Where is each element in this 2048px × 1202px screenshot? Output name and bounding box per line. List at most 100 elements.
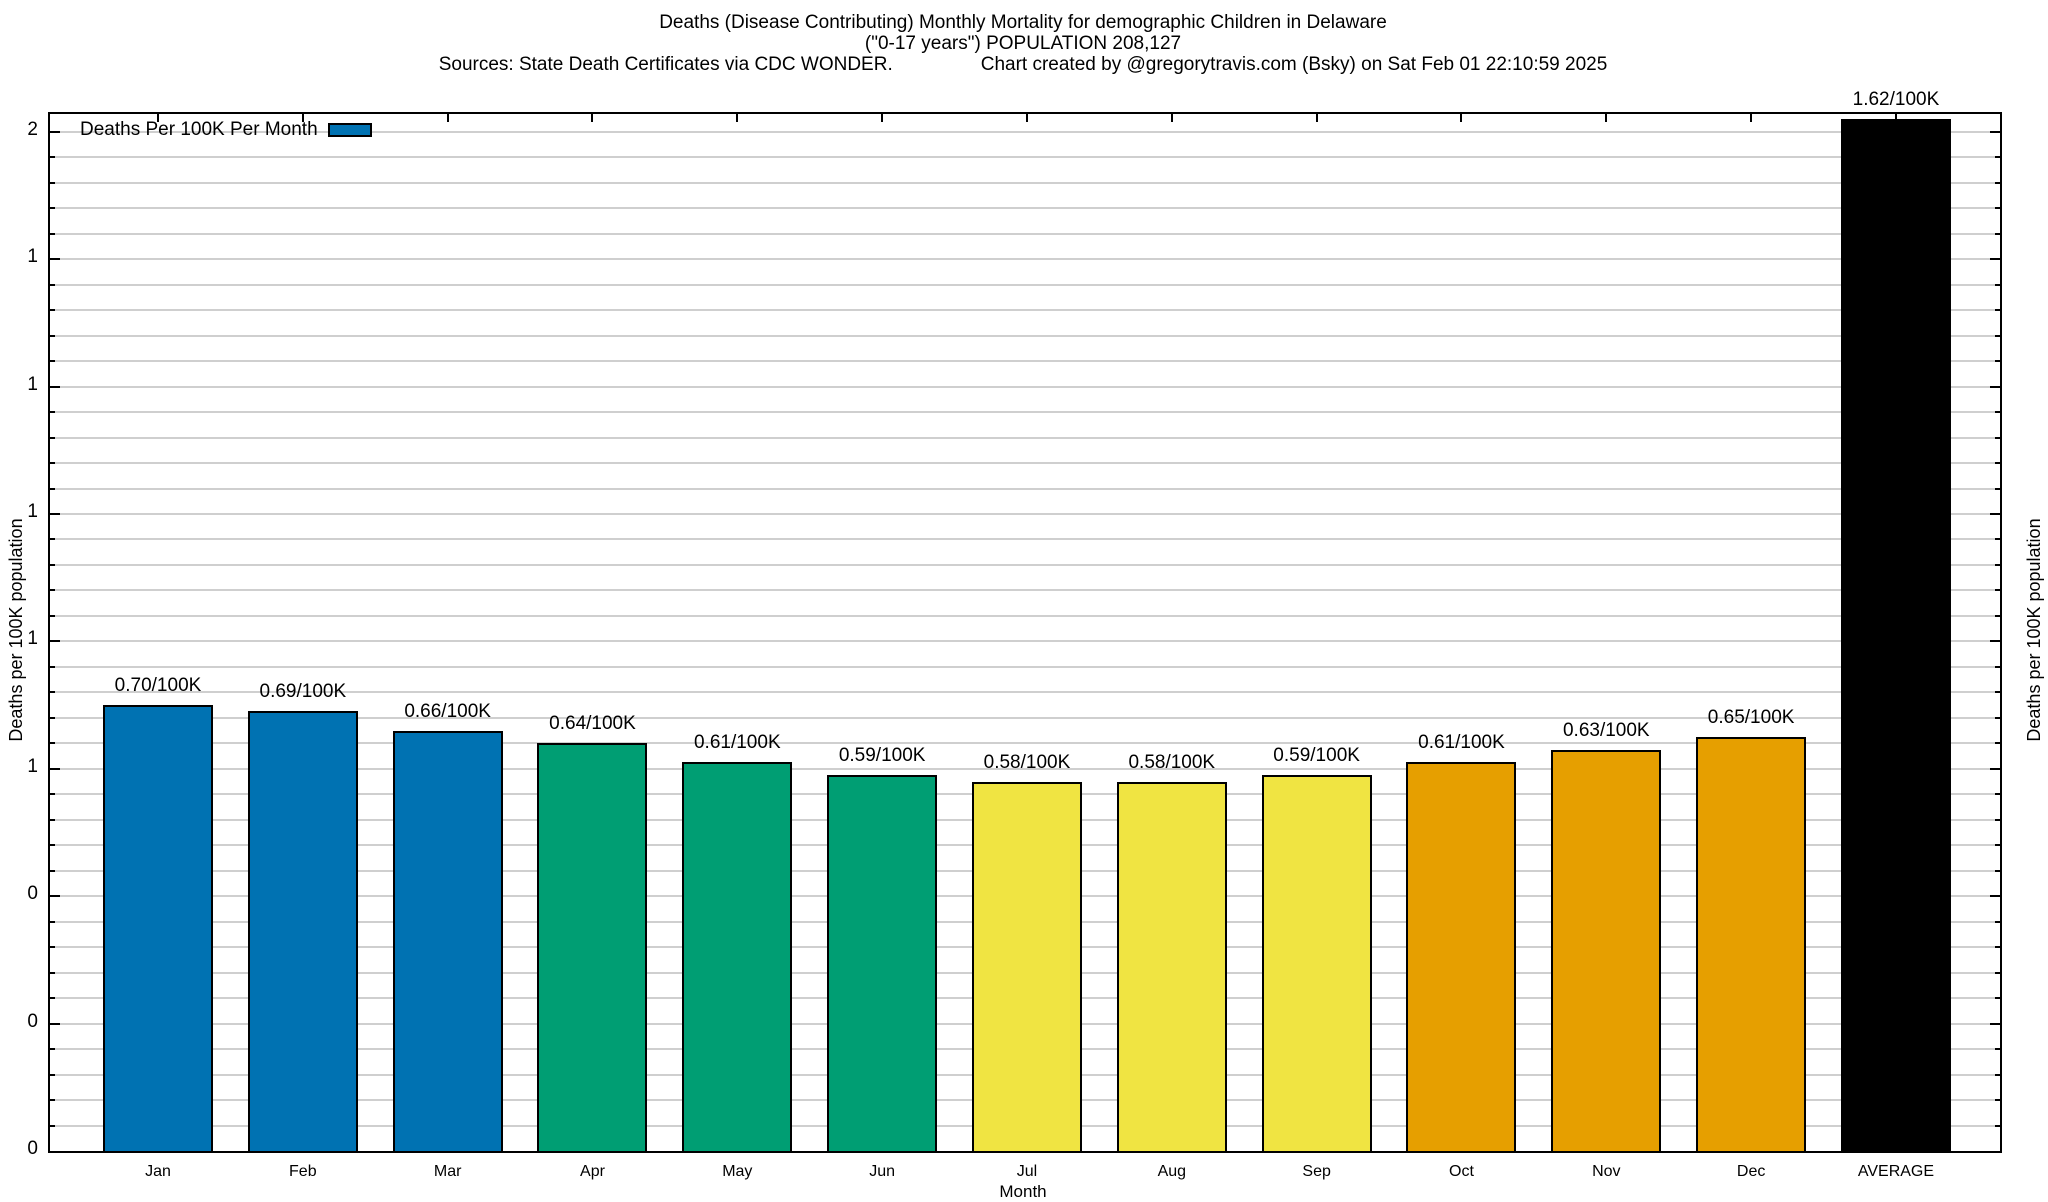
- bar-nov: [1551, 750, 1661, 1151]
- y-axis-tick-left: [50, 334, 55, 337]
- gridline: [50, 411, 2000, 414]
- bar-value-label: 0.69/100K: [259, 681, 347, 702]
- y-axis-tick-left: [50, 971, 55, 974]
- y-axis-tick-left: [50, 869, 55, 872]
- y-axis-tick-left: [50, 946, 55, 949]
- y-axis-tick-right: [1995, 665, 2000, 668]
- y-axis-tick-right: [1995, 334, 2000, 337]
- x-tick-label-feb: Feb: [289, 1163, 317, 1180]
- gridline: [50, 130, 2000, 133]
- y-axis-tick-right: [1995, 411, 2000, 414]
- bar-value-label: 0.59/100K: [838, 745, 926, 766]
- y-axis-tick-left: [50, 436, 55, 439]
- plot-area: Deaths Per 100K Per Month 0.70/100K Jan 0.…: [48, 89, 2002, 1180]
- y-axis-tick-left: [50, 309, 55, 312]
- chart-title-line3: Sources: State Death Certificates via CD…: [48, 54, 1998, 75]
- y-axis-tick-left: [50, 462, 55, 465]
- x-axis-tick-top: [736, 114, 739, 122]
- y-axis-tick-right: [1995, 691, 2000, 694]
- y-axis-tick-left: [50, 258, 60, 261]
- y-axis-tick-left: [50, 130, 60, 133]
- y-axis-tick-left: [50, 156, 55, 159]
- bar-mar: [393, 731, 503, 1151]
- bar-value-label: 0.61/100K: [1418, 732, 1505, 753]
- gridline: [50, 716, 2000, 719]
- y-tick-label: 0: [27, 883, 38, 905]
- x-axis-tick-top: [1315, 114, 1318, 122]
- x-tick-label-oct: Oct: [1449, 1163, 1474, 1180]
- gridline: [50, 614, 2000, 617]
- y-axis-tick-left: [50, 997, 55, 1000]
- y-axis-tick-right: [1995, 1048, 2000, 1051]
- y-axis-tick-right: [1995, 1073, 2000, 1076]
- legend: Deaths Per 100K Per Month: [80, 118, 372, 142]
- y-axis-tick-left: [50, 1124, 55, 1127]
- bar-value-label: 0.63/100K: [1562, 720, 1650, 741]
- y-tick-label: 0: [27, 1138, 38, 1159]
- y-axis-tick-right: [1990, 767, 2000, 770]
- bar-may: [682, 762, 792, 1151]
- y-axis-tick-left: [50, 589, 55, 592]
- y-axis-tick-right: [1995, 844, 2000, 847]
- y-axis-tick-right: [1995, 971, 2000, 974]
- x-tick-label-aug: Aug: [1157, 1163, 1187, 1180]
- y-axis-tick-right: [1995, 818, 2000, 821]
- y-axis-tick-right: [1995, 207, 2000, 210]
- x-tick-label-may: May: [722, 1163, 753, 1180]
- x-tick-label-jan: Jan: [145, 1163, 171, 1180]
- y-axis-tick-left: [50, 920, 55, 923]
- gridline: [50, 513, 2000, 515]
- y-axis-tick-right: [1990, 640, 2000, 643]
- bar-jul: [972, 782, 1082, 1151]
- y-axis-tick-right: [1995, 742, 2000, 745]
- gridline: [50, 487, 2000, 490]
- y-axis-tick-right: [1995, 563, 2000, 566]
- y-axis-tick-right: [1995, 309, 2000, 312]
- x-tick-label-nov: Nov: [1592, 1163, 1621, 1180]
- bar-value-label: 0.58/100K: [983, 752, 1071, 773]
- bar-value-label: 0.61/100K: [693, 732, 781, 753]
- legend-label: Deaths Per 100K Per Month: [80, 119, 318, 140]
- bar-value-label: 0.66/100K: [404, 701, 491, 722]
- x-tick-label-jul: Jul: [1016, 1163, 1038, 1180]
- gridline: [50, 767, 2000, 770]
- y-axis-label-right: Deaths per 100K population: [2024, 518, 2044, 742]
- x-axis-tick-top: [1170, 114, 1173, 122]
- y-axis-tick-left: [50, 513, 60, 515]
- y-tick-label: 1: [27, 246, 38, 268]
- y-axis-tick-right: [1995, 181, 2000, 184]
- y-axis-tick-right: [1995, 232, 2000, 235]
- x-axis-tick-top: [591, 114, 594, 122]
- x-tick-label-average: AVERAGE: [1857, 1163, 1935, 1180]
- y-axis-tick-left: [50, 487, 55, 490]
- gridline: [50, 563, 2000, 566]
- x-axis-tick-top: [881, 114, 884, 122]
- gridline: [50, 334, 2000, 337]
- x-axis-tick-top: [1460, 114, 1463, 122]
- gridline: [50, 538, 2000, 541]
- credit-text: Chart created by @gregorytravis.com (Bsk…: [980, 54, 1608, 75]
- gridline: [50, 309, 2000, 312]
- bar-aug: [1117, 782, 1227, 1151]
- y-axis-tick-right: [1995, 487, 2000, 490]
- gridline: [50, 742, 2000, 745]
- y-axis-tick-right: [1995, 436, 2000, 439]
- y-axis-tick-right: [1990, 1022, 2000, 1025]
- x-axis-tick-top: [1894, 114, 1897, 122]
- y-tick-label: 2: [27, 118, 38, 140]
- x-tick-label-dec: Dec: [1736, 1163, 1766, 1180]
- y-axis-tick-left: [50, 207, 55, 210]
- y-axis-tick-right: [1995, 589, 2000, 592]
- y-axis-tick-right: [1995, 614, 2000, 617]
- bar-value-label: 0.59/100K: [1273, 745, 1360, 766]
- y-axis-tick-right: [1995, 1099, 2000, 1102]
- y-axis-tick-right: [1995, 920, 2000, 923]
- gridline: [50, 232, 2000, 235]
- y-axis-tick-right: [1990, 385, 2000, 388]
- chart-title-line2: ("0-17 years") POPULATION 208,127: [864, 33, 1182, 54]
- chart-header: Deaths (Disease Contributing) Monthly Mo…: [48, 12, 1998, 75]
- y-axis-tick-right: [1990, 258, 2000, 261]
- bar-value-label: 0.58/100K: [1128, 752, 1216, 773]
- gridline: [50, 207, 2000, 210]
- bar-value-label: 0.70/100K: [114, 675, 202, 696]
